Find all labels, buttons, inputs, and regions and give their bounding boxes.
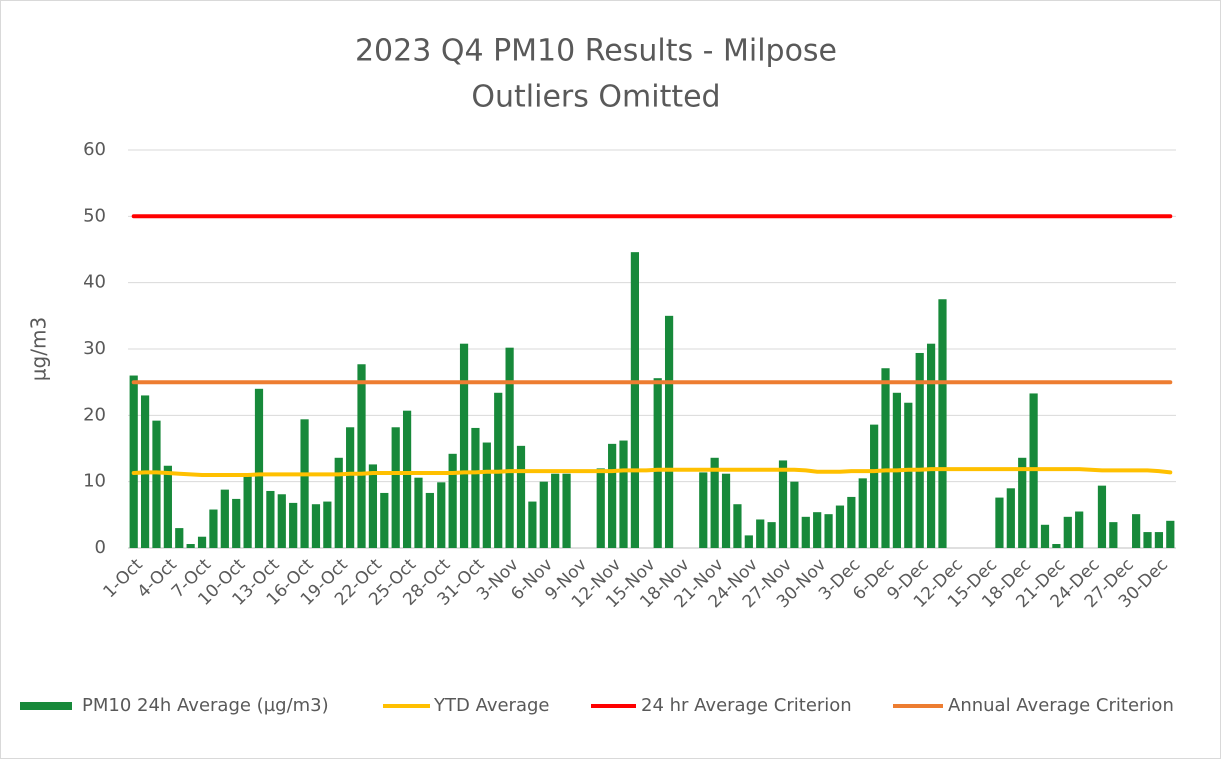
legend-label: YTD Average	[433, 695, 550, 716]
bar	[904, 402, 913, 548]
bar	[277, 494, 286, 548]
bar	[835, 505, 845, 548]
bar	[334, 457, 343, 548]
bar	[471, 427, 480, 548]
legend-label: 24 hr Average Criterion	[641, 695, 852, 716]
bar	[619, 440, 628, 548]
line-series	[131, 467, 1173, 477]
y-tick-label: 10	[83, 471, 106, 492]
bar	[311, 504, 321, 548]
bar	[699, 472, 708, 548]
bar	[459, 343, 469, 548]
y-axis-label: µg/m3	[27, 317, 51, 381]
bar	[1143, 532, 1152, 548]
bar	[1166, 520, 1175, 548]
bar	[368, 464, 378, 548]
legend-label: PM10 24h Average (µg/m3)	[82, 695, 329, 716]
bar	[664, 315, 674, 548]
bar	[915, 352, 924, 548]
bar	[186, 544, 195, 548]
legend-label: Annual Average Criterion	[948, 695, 1174, 716]
bar	[870, 424, 879, 548]
bar	[346, 427, 355, 548]
bar	[482, 442, 491, 548]
chart-subtitle: Outliers Omitted	[471, 80, 720, 115]
bar	[1109, 522, 1118, 548]
bar	[858, 478, 867, 548]
bar	[539, 481, 548, 548]
y-tick-label: 40	[83, 272, 106, 293]
bar	[505, 347, 514, 548]
bar	[289, 502, 298, 548]
bar	[197, 536, 207, 548]
bar	[1154, 532, 1164, 548]
bar	[778, 460, 788, 548]
bar	[300, 419, 309, 548]
bar	[448, 453, 457, 548]
bar	[1063, 516, 1072, 548]
bar	[551, 473, 560, 548]
bar	[767, 522, 776, 548]
bar	[1052, 544, 1061, 548]
y-tick-label: 0	[95, 537, 106, 558]
bar	[653, 378, 662, 548]
bar	[596, 468, 605, 548]
bar	[402, 410, 412, 548]
bar	[516, 445, 526, 548]
bar	[926, 343, 936, 548]
bar	[220, 489, 229, 548]
bar	[323, 501, 332, 548]
bar	[801, 516, 810, 548]
bar	[163, 465, 172, 548]
bar	[733, 504, 742, 548]
bar	[1006, 488, 1015, 548]
y-tick-label: 20	[83, 404, 106, 425]
bar	[391, 427, 400, 548]
bar	[1132, 514, 1141, 548]
bar	[414, 477, 423, 548]
bar	[721, 473, 731, 548]
bar	[425, 492, 434, 548]
bar	[357, 364, 366, 548]
bar	[756, 519, 765, 548]
bar	[175, 528, 184, 548]
bar	[254, 388, 264, 548]
bar	[232, 498, 241, 548]
y-tick-label: 50	[83, 205, 106, 226]
bar	[744, 535, 753, 548]
bar	[562, 473, 571, 548]
bar	[938, 299, 947, 548]
chart-title: 2023 Q4 PM10 Results - Milpose	[355, 34, 837, 69]
bar	[437, 482, 446, 548]
bar	[380, 492, 389, 548]
bar	[1018, 457, 1027, 548]
bar	[1075, 511, 1084, 548]
bar	[608, 443, 617, 548]
bar	[813, 512, 822, 548]
bar	[630, 252, 640, 549]
bar	[1040, 524, 1050, 548]
y-tick-label: 30	[83, 338, 106, 359]
y-tick-label: 60	[83, 139, 106, 160]
bar	[824, 514, 833, 548]
bar	[1097, 485, 1107, 548]
bar	[710, 457, 719, 548]
bar	[881, 368, 890, 548]
bar	[847, 496, 856, 548]
bar	[209, 509, 218, 548]
bar	[243, 475, 252, 548]
bar	[790, 481, 799, 548]
bar	[129, 375, 138, 548]
bar	[528, 501, 537, 548]
bar	[995, 497, 1004, 548]
bar	[266, 490, 275, 548]
bar	[152, 420, 161, 548]
